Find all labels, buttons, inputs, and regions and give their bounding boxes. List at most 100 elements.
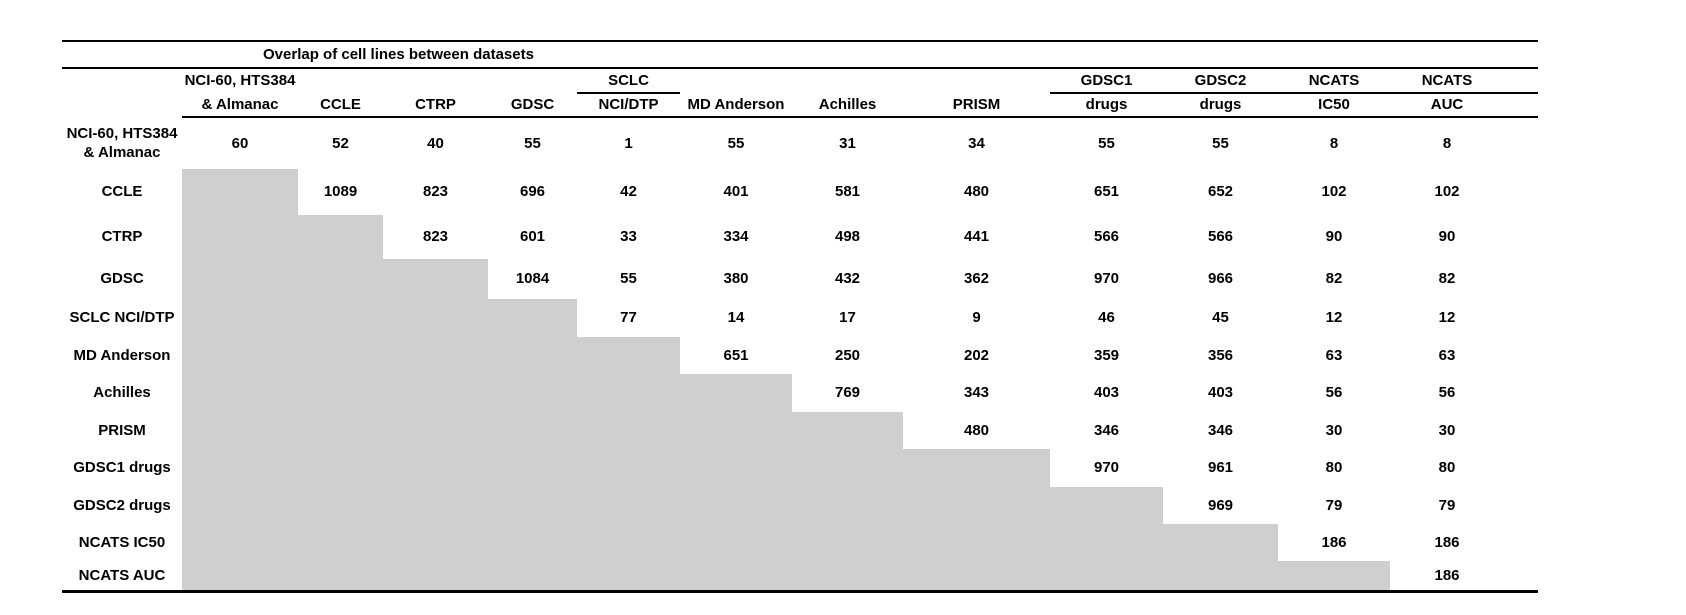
cell-ctrp-prism: 441 xyxy=(963,228,990,246)
col-header-gdsc: GDSC xyxy=(488,93,577,118)
col-group-gdsc2drugs: GDSC2 xyxy=(1163,68,1278,94)
row-label-line: NCATS IC50 xyxy=(78,533,166,551)
row-label-gdsc2drugs: GDSC2 drugs xyxy=(62,487,182,524)
cell-nci60-sclc: 1 xyxy=(624,134,633,152)
cell-ncatsic50-ncatsauc: 186 xyxy=(1434,533,1460,551)
shaded-cell-gdsc2drugs-achilles xyxy=(792,487,903,524)
table-row-gdsc1drugs: GDSC1 drugs 970 961 80 80 xyxy=(62,449,1538,487)
cell-nci60-ncatsauc: 8 xyxy=(1442,134,1452,152)
filler-cell xyxy=(1504,93,1539,118)
corner-cell xyxy=(62,68,182,93)
cell-ccle-sclc: 42 xyxy=(620,183,637,201)
row-label-line: SCLC NCI/DTP xyxy=(69,309,175,327)
table-row-ncatsic50: NCATS IC50 186 186 xyxy=(62,524,1538,561)
filler-cell xyxy=(1504,561,1539,593)
col-group-achilles xyxy=(792,68,903,93)
cell-mdanderson-gdsc2drugs: 356 xyxy=(1207,346,1234,364)
col-header-sclc: NCI/DTP xyxy=(577,93,680,118)
cell-prism-ncatsic50: 30 xyxy=(1325,421,1343,439)
cell-achilles-ncatsic50: 56 xyxy=(1325,384,1343,402)
shaded-cell-ncatsic50-mdanderson xyxy=(680,524,792,561)
cell-gdsc-gdsc1drugs: 970 xyxy=(1093,270,1120,288)
col-header-ncatsauc: AUC xyxy=(1390,93,1504,118)
table-row-ccle: CCLE 1089 823 696 42 401 581 480 651 652 102 102 xyxy=(62,169,1538,215)
shaded-cell-gdsc2drugs-ctrp xyxy=(383,487,488,524)
cell-mdanderson-prism: 202 xyxy=(963,346,990,364)
filler-cell xyxy=(1504,259,1538,299)
shaded-cell-gdsc2drugs-gdsc xyxy=(488,487,577,524)
cell-gdsc-gdsc2drugs: 966 xyxy=(1207,270,1234,288)
row-label-line: CTRP xyxy=(101,228,143,246)
col-group-ncatsauc: NCATS xyxy=(1390,68,1504,94)
col-header-nci60: & Almanac xyxy=(182,93,298,118)
col-group-ctrp xyxy=(383,68,488,93)
title-row: Overlap of cell lines between datasets xyxy=(62,40,1539,69)
filler-cell xyxy=(1504,215,1538,259)
table-row-gdsc: GDSC 1084 55 380 432 362 970 966 82 82 xyxy=(62,259,1538,299)
cell-nci60-gdsc: 55 xyxy=(524,134,541,152)
shaded-cell-gdsc2drugs-sclc xyxy=(577,487,680,524)
cell-gdsc-achilles: 432 xyxy=(834,270,861,288)
shaded-cell-ncatsic50-prism xyxy=(903,524,1050,561)
cell-gdsc2drugs-gdsc2drugs: 969 xyxy=(1207,496,1234,514)
filler-cell xyxy=(1504,299,1538,337)
shaded-cell-gdsc1drugs-achilles xyxy=(792,449,903,487)
table-row-nci60: NCI-60, HTS384 & Almanac 60 52 40 55 1 55 31 34 55… xyxy=(62,117,1538,169)
col-group-sclc: SCLC xyxy=(577,68,680,94)
filler-cell xyxy=(1504,524,1538,561)
row-label-line: NCI-60, HTS384 xyxy=(66,124,178,142)
row-label-line: MD Anderson xyxy=(73,346,171,364)
shaded-cell-ncatsic50-achilles xyxy=(792,524,903,561)
shaded-cell-gdsc2drugs-prism xyxy=(903,487,1050,524)
shaded-cell-ncatsauc-sclc xyxy=(577,561,680,593)
shaded-cell-sclc-gdsc xyxy=(488,299,577,337)
shaded-cell-prism-gdsc xyxy=(488,412,577,449)
shaded-cell-ncatsauc-gdsc2drugs xyxy=(1163,561,1278,593)
filler-cell xyxy=(1504,68,1539,94)
shaded-cell-sclc-ccle xyxy=(298,299,383,337)
cell-nci60-nci60: 60 xyxy=(231,134,249,152)
row-label-sclc: SCLC NCI/DTP xyxy=(62,299,182,337)
cell-ccle-prism: 480 xyxy=(963,183,990,201)
filler-cell xyxy=(1504,487,1538,524)
cell-gdsc1drugs-ncatsauc: 80 xyxy=(1438,459,1456,477)
shaded-cell-gdsc1drugs-gdsc xyxy=(488,449,577,487)
shaded-cell-ctrp-ccle xyxy=(298,215,383,259)
shaded-cell-ncatsauc-mdanderson xyxy=(680,561,792,593)
col-header-mdanderson: MD Anderson xyxy=(680,93,792,118)
row-label-line: & Almanac xyxy=(83,144,161,161)
shaded-cell-ncatsic50-ccle xyxy=(298,524,383,561)
col-group-mdanderson xyxy=(680,68,792,93)
cell-gdsc1drugs-ncatsic50: 80 xyxy=(1325,459,1343,477)
cell-nci60-gdsc1drugs: 55 xyxy=(1098,134,1115,152)
shaded-cell-ncatsauc-achilles xyxy=(792,561,903,593)
shaded-cell-mdanderson-ccle xyxy=(298,337,383,374)
shaded-cell-gdsc-ctrp xyxy=(383,259,488,299)
cell-ccle-gdsc2drugs: 652 xyxy=(1207,183,1234,201)
shaded-cell-ccle-nci60 xyxy=(182,169,298,215)
row-label-ccle: CCLE xyxy=(62,169,182,215)
cell-achilles-ncatsauc: 56 xyxy=(1438,384,1456,402)
row-label-gdsc1drugs: GDSC1 drugs xyxy=(62,449,182,487)
cell-ccle-gdsc1drugs: 651 xyxy=(1093,183,1120,201)
cell-ncatsic50-ncatsic50: 186 xyxy=(1321,533,1347,551)
cell-mdanderson-ncatsic50: 63 xyxy=(1325,346,1343,364)
col-group-gdsc xyxy=(488,68,577,93)
row-label-mdanderson: MD Anderson xyxy=(62,337,182,374)
cell-mdanderson-ncatsauc: 63 xyxy=(1438,346,1456,364)
cell-sclc-achilles: 17 xyxy=(839,309,856,327)
cell-achilles-gdsc2drugs: 403 xyxy=(1207,384,1234,402)
cell-ctrp-achilles: 498 xyxy=(834,228,861,246)
table-row-ncatsauc: NCATS AUC 186 xyxy=(62,561,1539,593)
shaded-cell-prism-sclc xyxy=(577,412,680,449)
row-label-line: GDSC1 drugs xyxy=(73,459,171,477)
cell-ctrp-ncatsic50: 90 xyxy=(1325,228,1343,246)
cell-ccle-achilles: 581 xyxy=(834,183,861,201)
shaded-cell-ncatsauc-ctrp xyxy=(383,561,488,593)
table-title: Overlap of cell lines between datasets xyxy=(263,45,534,63)
title-cell: Overlap of cell lines between datasets xyxy=(62,40,1539,69)
col-group-prism xyxy=(903,68,1050,93)
cell-nci60-gdsc2drugs: 55 xyxy=(1212,134,1229,152)
row-label-line: GDSC2 drugs xyxy=(73,496,171,514)
